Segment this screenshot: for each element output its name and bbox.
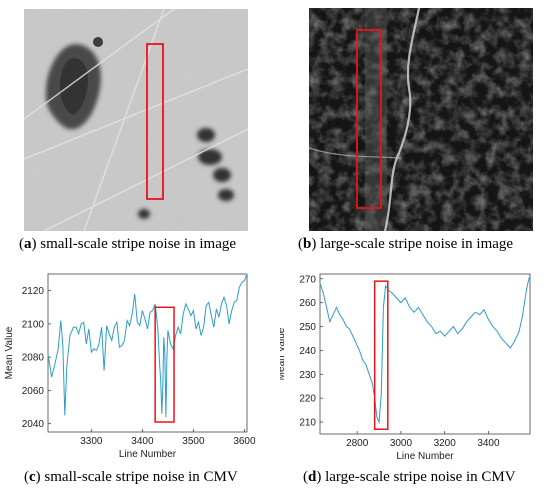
chart-d-series-line — [319, 276, 531, 425]
chart-c-xtick-label: 3500 — [182, 436, 205, 447]
chart-c-xtick-label: 3600 — [233, 436, 256, 447]
chart-d-ytick-label: 240 — [299, 346, 316, 357]
chart-d-large-scale-cmv: 2800 3000 3200 3400 210 220 230 240 250 260 270 Lin… — [280, 273, 531, 462]
highlight-box-b — [356, 29, 382, 209]
caption-b: (b) large-scale stripe noise in image — [298, 236, 514, 252]
chart-c-xtick-label: 3400 — [131, 436, 154, 447]
caption-c: (c) small-scale stripe noise in CMV — [24, 469, 238, 485]
chart-c-ytick-label: 2040 — [22, 419, 45, 430]
chart-c-ytick-label: 2120 — [22, 286, 45, 297]
chart-c-small-scale-cmv: 3300 3400 3500 3600 2040 2060 2080 2100 2120 Line… — [4, 273, 256, 460]
chart-c-xtick-label: 3300 — [80, 436, 103, 447]
chart-c-ylabel: Mean Value — [4, 326, 15, 379]
caption-a: (a) small-scale stripe noise in image — [19, 236, 237, 252]
chart-d-xtick-label: 3200 — [434, 438, 457, 449]
chart-d-ytick-label: 210 — [299, 418, 316, 429]
chart-d-xtick-label: 2800 — [346, 438, 369, 449]
chart-d-xtick-label: 3000 — [390, 438, 413, 449]
chart-c-xlabel: Line Number — [119, 449, 177, 460]
chart-d-ytick-label: 230 — [299, 370, 316, 381]
chart-d-ytick-label: 220 — [299, 394, 316, 405]
chart-d-highlight-box — [373, 280, 389, 430]
caption-d: (d) large-scale stripe noise in CMV — [303, 469, 516, 485]
chart-c-series-line — [47, 273, 248, 418]
image-a-small-scale-stripe — [24, 9, 248, 231]
highlight-box-a — [146, 43, 164, 200]
chart-c-ytick-label: 2080 — [22, 353, 45, 364]
chart-c-axes-frame — [47, 273, 248, 433]
chart-c-ytick-label: 2100 — [22, 319, 45, 330]
chart-d-xtick-label: 3400 — [477, 438, 500, 449]
chart-c-highlight-box — [154, 306, 175, 423]
chart-d-axes-frame — [319, 273, 531, 435]
image-b-large-scale-stripe — [309, 8, 533, 231]
chart-d-xlabel: Line Number — [396, 451, 454, 462]
chart-d-ylabel: Mean Value — [280, 327, 287, 380]
chart-d-ytick-label: 260 — [299, 298, 316, 309]
chart-d-ytick-label: 250 — [299, 322, 316, 333]
chart-c-ytick-label: 2060 — [22, 386, 45, 397]
chart-d-ytick-label: 270 — [299, 274, 316, 285]
